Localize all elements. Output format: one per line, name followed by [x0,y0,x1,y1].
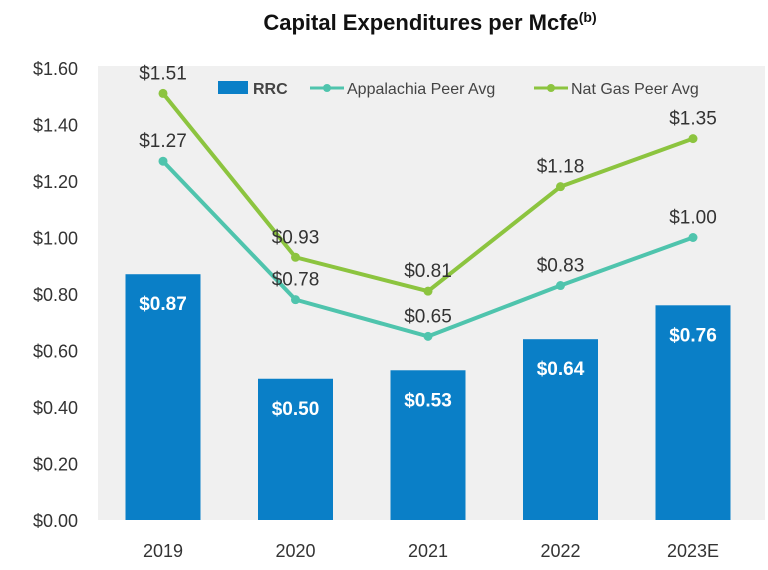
point-appalachia [556,281,565,291]
x-tick-label: 2020 [275,541,315,561]
point-label-natgas: $1.35 [669,109,717,130]
point-label-appalachia: $1.00 [669,208,717,229]
x-tick-label: 2023E [667,541,719,561]
bar-label: $0.53 [404,390,452,411]
x-tick-label: 2019 [143,541,183,561]
point-natgas [291,252,300,262]
point-appalachia [291,295,300,305]
point-label-natgas: $0.81 [404,261,452,282]
point-appalachia [688,233,698,242]
point-label-appalachia: $0.83 [537,256,585,277]
bar-label: $0.64 [537,359,585,380]
y-tick-label: $0.20 [33,455,78,475]
legend-marker-natgas [547,84,555,92]
y-tick-label: $0.80 [33,285,78,305]
point-natgas [158,88,168,98]
chart-title: Capital Expenditures per Mcfe(b) [263,9,596,35]
legend-marker-appalachia [323,84,331,92]
bar-rrc [258,378,333,520]
legend-label-appalachia: Appalachia Peer Avg [347,81,495,98]
y-tick-label: $0.40 [33,398,78,418]
bar-rrc [125,274,201,520]
point-appalachia [158,156,168,166]
point-natgas [688,134,698,144]
y-tick-label: $1.00 [33,229,78,249]
y-tick-label: $1.20 [33,172,78,192]
point-label-natgas: $0.93 [272,227,320,248]
point-label-appalachia: $1.27 [139,131,187,152]
chart-title-superscript: (b) [579,9,597,25]
x-tick-label: 2021 [408,541,448,561]
y-tick-label: $1.60 [33,59,78,79]
bar-label: $0.87 [139,294,187,315]
legend-label-natgas: Nat Gas Peer Avg [571,81,699,98]
y-tick-label: $0.00 [33,511,78,531]
bar-rrc [523,339,598,520]
y-tick-label: $0.60 [33,342,78,362]
bar-rrc [390,370,466,520]
point-appalachia [423,331,433,341]
bar-rrc [655,305,731,520]
y-tick-label: $1.40 [33,116,78,136]
point-label-natgas: $1.18 [537,157,585,178]
bar-label: $0.50 [272,399,320,420]
point-label-appalachia: $0.78 [272,270,320,291]
legend-label-rrc: RRC [253,81,288,98]
legend-swatch-rrc [218,81,248,94]
bar-label: $0.76 [669,325,717,346]
point-label-appalachia: $0.65 [404,306,452,327]
x-tick-label: 2022 [540,541,580,561]
point-natgas [423,286,433,296]
point-natgas [556,182,565,192]
point-label-natgas: $1.51 [139,63,187,84]
